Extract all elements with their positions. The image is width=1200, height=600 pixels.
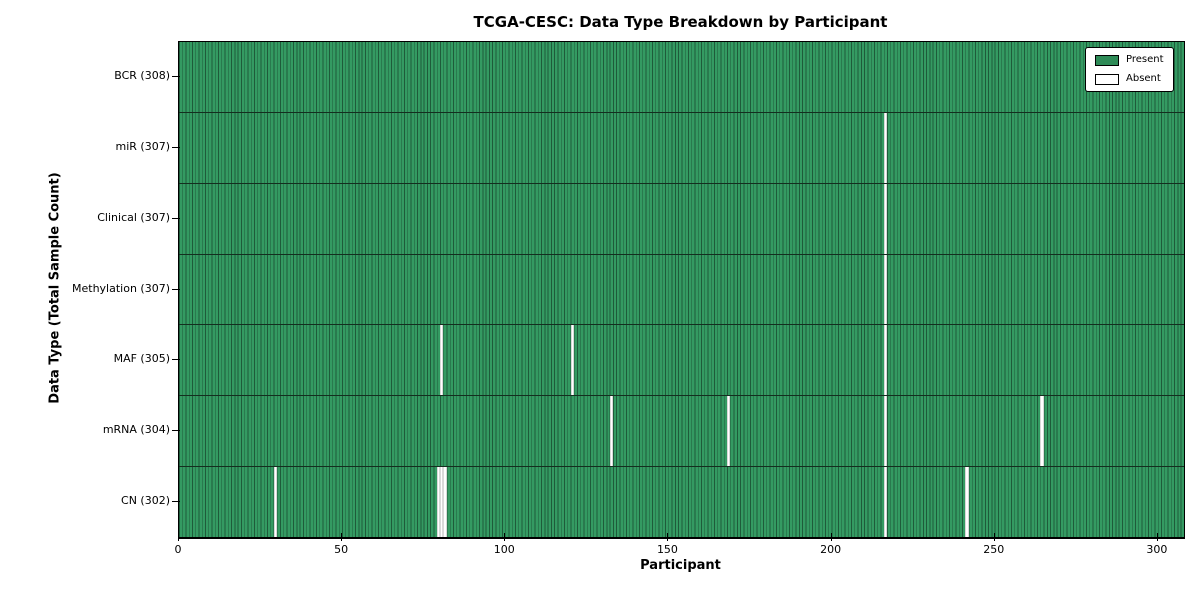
x-tick-mark (667, 533, 669, 541)
y-tick-mark (172, 217, 180, 219)
heatmap-row-mrna (179, 395, 1184, 467)
absent-mark (440, 325, 444, 396)
x-tick-label: 0 (174, 543, 182, 556)
absent-mark (883, 467, 888, 538)
heatmap-row-mir (179, 111, 1184, 183)
x-tick-mark (830, 533, 832, 541)
legend-entry-absent: Absent (1095, 73, 1164, 85)
x-tick-label: 200 (820, 543, 842, 556)
absent-mark (883, 112, 888, 183)
y-tick-label: miR (307) (115, 140, 171, 154)
y-tick-mark (172, 147, 180, 149)
x-tick-mark (178, 533, 179, 541)
heatmap-row-maf (179, 324, 1184, 396)
absent-mark (443, 467, 447, 538)
absent-mark (727, 396, 731, 467)
legend-swatch-present (1095, 54, 1119, 66)
y-tick-mark (172, 429, 180, 431)
heatmap-row-cn (179, 466, 1184, 538)
heatmap-row-bcr (179, 42, 1184, 112)
y-tick-label: MAF (305) (113, 352, 170, 366)
y-tick-label: BCR (308) (114, 69, 170, 83)
x-tick-mark (1156, 533, 1158, 541)
y-tick-label: Clinical (307) (97, 210, 170, 224)
absent-mark (273, 467, 277, 538)
absent-mark (883, 396, 888, 467)
y-tick-mark (172, 359, 180, 361)
x-tick-mark (993, 533, 995, 541)
absent-mark (1040, 396, 1044, 467)
absent-mark (883, 254, 888, 325)
absent-mark (570, 325, 574, 396)
legend-swatch-absent (1095, 73, 1119, 85)
legend: Present Absent (1085, 47, 1174, 92)
y-tick-mark (172, 76, 180, 78)
absent-mark (965, 467, 969, 538)
x-tick-label: 150 (656, 543, 678, 556)
y-tick-mark (172, 288, 180, 290)
heatmap-row-methylation (179, 253, 1184, 325)
x-tick-mark (504, 533, 506, 541)
absent-mark (436, 467, 441, 538)
absent-mark (609, 396, 613, 467)
y-tick-label: CN (302) (121, 493, 170, 507)
legend-label: Present (1126, 54, 1164, 65)
x-tick-mark (341, 533, 343, 541)
x-tick-label: 250 (983, 543, 1005, 556)
x-tick-label: 300 (1146, 543, 1168, 556)
absent-mark (440, 467, 444, 538)
plot-area (178, 41, 1185, 539)
x-tick-label: 50 (334, 543, 349, 556)
absent-mark (883, 183, 888, 254)
x-axis-label: Participant (640, 558, 721, 573)
legend-entry-present: Present (1095, 54, 1164, 66)
chart-title: TCGA-CESC: Data Type Breakdown by Partic… (473, 13, 888, 31)
legend-label: Absent (1126, 73, 1161, 84)
y-tick-mark (172, 500, 180, 502)
y-tick-label: Methylation (307) (72, 281, 170, 295)
absent-mark (883, 325, 888, 396)
x-tick-label: 100 (493, 543, 515, 556)
y-tick-label: mRNA (304) (102, 422, 170, 436)
heatmap-row-clinical (179, 182, 1184, 254)
